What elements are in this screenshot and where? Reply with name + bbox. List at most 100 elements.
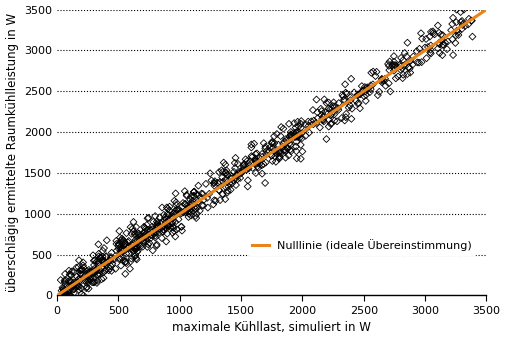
Point	[453, 30, 461, 35]
Point	[167, 213, 175, 219]
Point	[64, 289, 72, 295]
Point	[61, 281, 69, 287]
Point	[70, 279, 78, 285]
Point	[190, 194, 198, 199]
Point	[59, 286, 67, 291]
Point	[230, 166, 238, 171]
Point	[229, 169, 237, 174]
Point	[94, 242, 102, 247]
Point	[105, 268, 113, 273]
Point	[184, 205, 192, 210]
Point	[56, 293, 64, 298]
Point	[274, 150, 282, 155]
Point	[377, 80, 385, 85]
Point	[76, 275, 84, 281]
Point	[252, 159, 261, 165]
Point	[131, 245, 139, 251]
Point	[417, 36, 425, 41]
Point	[320, 114, 328, 119]
Point	[247, 142, 255, 147]
Point	[223, 179, 231, 184]
Point	[231, 175, 239, 181]
Point	[99, 275, 108, 281]
Point	[319, 117, 327, 123]
Point	[219, 160, 227, 165]
Point	[458, 22, 466, 28]
Point	[168, 230, 176, 236]
Point	[349, 90, 358, 95]
Point	[124, 238, 132, 244]
Point	[199, 203, 207, 208]
Point	[133, 249, 141, 255]
Point	[383, 61, 391, 67]
Point	[62, 293, 70, 298]
Point	[90, 270, 98, 275]
Point	[76, 278, 84, 283]
Point	[177, 224, 185, 230]
Point	[222, 168, 230, 173]
Point	[438, 42, 446, 47]
Point	[270, 134, 278, 139]
Point	[363, 87, 371, 92]
Point	[115, 228, 123, 234]
Point	[442, 47, 450, 52]
Point	[409, 54, 417, 59]
Point	[166, 224, 174, 230]
Point	[412, 48, 420, 54]
Point	[221, 185, 229, 190]
Point	[87, 268, 95, 274]
Point	[96, 268, 104, 273]
Point	[181, 202, 189, 207]
Point	[140, 231, 148, 236]
Point	[174, 208, 182, 214]
Point	[59, 293, 67, 298]
Point	[91, 268, 99, 273]
Point	[186, 194, 194, 199]
Point	[292, 149, 300, 154]
Point	[316, 106, 324, 112]
Point	[118, 249, 126, 254]
Point	[239, 163, 247, 169]
Point	[307, 119, 315, 124]
Point	[107, 268, 115, 274]
Point	[408, 62, 416, 67]
Point	[443, 39, 451, 44]
Point	[164, 212, 172, 218]
Point	[267, 153, 275, 158]
Point	[387, 63, 395, 68]
Point	[247, 145, 255, 150]
Point	[215, 169, 223, 175]
Point	[140, 229, 148, 235]
Point	[377, 76, 385, 82]
Point	[267, 153, 275, 158]
Point	[377, 78, 385, 83]
Point	[110, 257, 118, 262]
Point	[448, 15, 456, 20]
Point	[64, 293, 72, 298]
Point	[251, 170, 260, 176]
Point	[140, 238, 148, 243]
Point	[153, 242, 161, 247]
Point	[191, 203, 199, 209]
Point	[223, 190, 231, 196]
Point	[141, 234, 149, 240]
Point	[281, 148, 289, 153]
Point	[426, 29, 434, 35]
Point	[71, 282, 79, 287]
Point	[413, 60, 421, 65]
Point	[56, 293, 64, 298]
Point	[223, 188, 231, 193]
Point	[132, 224, 140, 230]
Point	[186, 201, 194, 207]
Point	[337, 115, 345, 121]
Point	[328, 103, 336, 109]
Point	[296, 156, 304, 162]
Point	[137, 233, 145, 238]
Point	[437, 38, 445, 44]
Point	[258, 154, 266, 159]
Point	[385, 59, 393, 64]
Point	[296, 142, 304, 148]
Point	[82, 280, 90, 286]
Point	[359, 94, 367, 99]
Point	[93, 280, 101, 286]
